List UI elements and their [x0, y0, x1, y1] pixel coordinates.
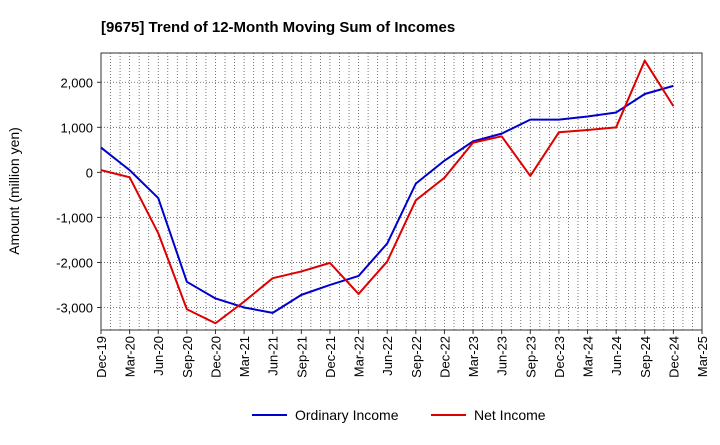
series-line-net-income [100, 59, 675, 325]
x-tick-label: Jun-24 [609, 336, 624, 376]
y-tick-label: -2,000 [56, 255, 93, 270]
series-line-ordinary-income [100, 84, 674, 314]
x-tick-label: Dec-20 [208, 336, 223, 378]
x-tick-label: Sep-20 [180, 336, 195, 378]
x-tick-label: Mar-23 [466, 336, 481, 377]
x-tick-label: Mar-24 [581, 336, 596, 377]
y-tick-labels: 2,000 1,000 0 -1,000 -2,000 -3,000 [56, 75, 101, 315]
x-tick-label: Mar-22 [352, 336, 367, 377]
x-tick-label: Sep-21 [294, 336, 309, 378]
x-tick-label: Jun-20 [151, 336, 166, 376]
x-tick-label: Dec-22 [437, 336, 452, 378]
legend-label-ordinary-income: Ordinary Income [295, 407, 399, 423]
y-tick-label: 1,000 [60, 120, 93, 135]
y-tick-label: -3,000 [56, 300, 93, 315]
x-tick-label: Jun-23 [495, 336, 510, 376]
legend: Ordinary Income Net Income [252, 407, 546, 423]
x-tick-label: Dec-24 [666, 336, 681, 378]
y-tick-label: 0 [86, 165, 93, 180]
y-axis-label: Amount (million yen) [6, 127, 22, 255]
x-tick-label: Dec-21 [323, 336, 338, 378]
grid-layer [100, 53, 703, 330]
legend-label-net-income: Net Income [474, 407, 546, 423]
x-tick-label: Sep-23 [523, 336, 538, 378]
x-tick-label: Jun-22 [380, 336, 395, 376]
x-tick-label: Jun-21 [266, 336, 281, 376]
x-tick-labels: Dec-19 Mar-20 Jun-20 Sep-20 Dec-20 Mar-21 Jun-… [94, 330, 710, 378]
x-tick-label: Dec-23 [552, 336, 567, 378]
y-tick-label: 2,000 [60, 75, 93, 90]
x-tick-label: Sep-22 [409, 336, 424, 378]
x-tick-label: Dec-19 [94, 336, 109, 378]
x-tick-label: Mar-20 [123, 336, 138, 377]
x-tick-label: Sep-24 [638, 336, 653, 378]
series-layer [100, 59, 675, 325]
x-tick-label: Mar-25 [695, 336, 710, 377]
x-tick-label: Mar-21 [237, 336, 252, 377]
chart-title: [9675] Trend of 12-Month Moving Sum of I… [101, 19, 455, 36]
plot-frame [100, 52, 703, 331]
y-tick-label: -1,000 [56, 210, 93, 225]
